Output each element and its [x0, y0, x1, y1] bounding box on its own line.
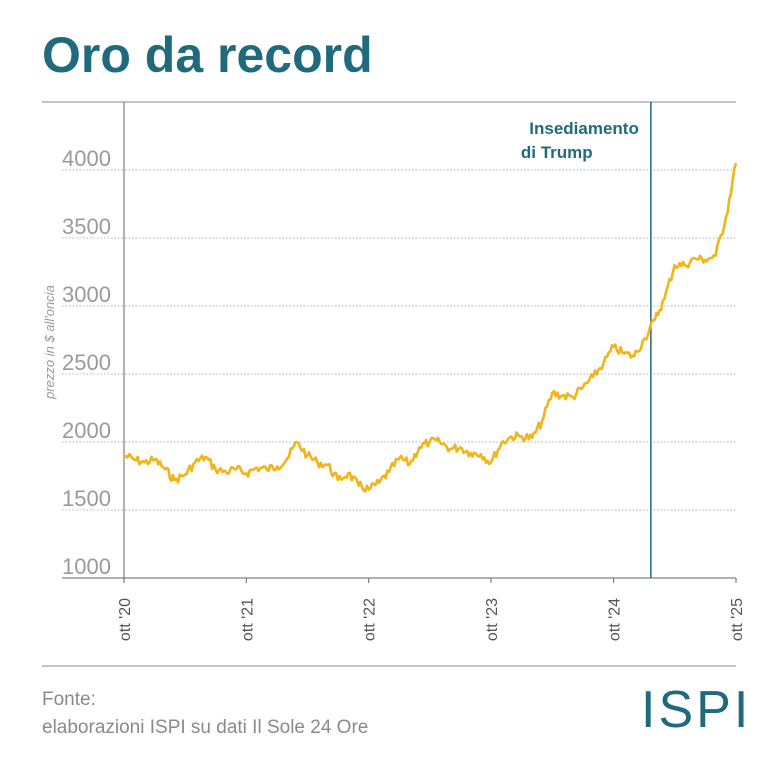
- x-tick-label: ott '24: [607, 598, 624, 641]
- y-tick-2500: 2500: [62, 350, 111, 375]
- grid-lines: [42, 101, 736, 579]
- y-tick-4000: 4000: [62, 146, 111, 171]
- y-tick-1000: 1000: [62, 554, 111, 579]
- y-tick-2000: 2000: [62, 418, 111, 443]
- x-tick-labels: ott '20 ott '21 ott '22 ott '23 ott '24 ott '…: [117, 578, 746, 641]
- series-line: [123, 162, 738, 493]
- x-tick-label: ott '21: [239, 598, 256, 641]
- y-tick-3500: 3500: [62, 214, 111, 239]
- y-axis-label: prezzo in $ all'oncia: [42, 285, 57, 400]
- x-tick-label: ott '22: [362, 598, 379, 641]
- y-tick-1500: 1500: [62, 486, 111, 511]
- y-tick-labels: 1000 1500 2000 2500 3000 3500 4000: [62, 146, 111, 579]
- source-text: elaborazioni ISPI su dati Il Sole 24 Ore: [42, 717, 369, 738]
- x-tick-label: ott '20: [117, 598, 134, 641]
- x-tick-label: ott '25: [729, 598, 746, 641]
- chart-title: Oro da record: [42, 27, 373, 83]
- ispi-logo: ISPI: [641, 681, 752, 739]
- annotation-label-line1: Insediamento: [529, 119, 639, 138]
- annotation-label-line2: di Trump: [521, 143, 593, 162]
- y-tick-3000: 3000: [62, 282, 111, 307]
- x-tick-label: ott '23: [484, 598, 501, 641]
- source-note: Fonte: elaborazioni ISPI su dati Il Sole…: [42, 686, 368, 742]
- source-label: Fonte:: [42, 689, 96, 710]
